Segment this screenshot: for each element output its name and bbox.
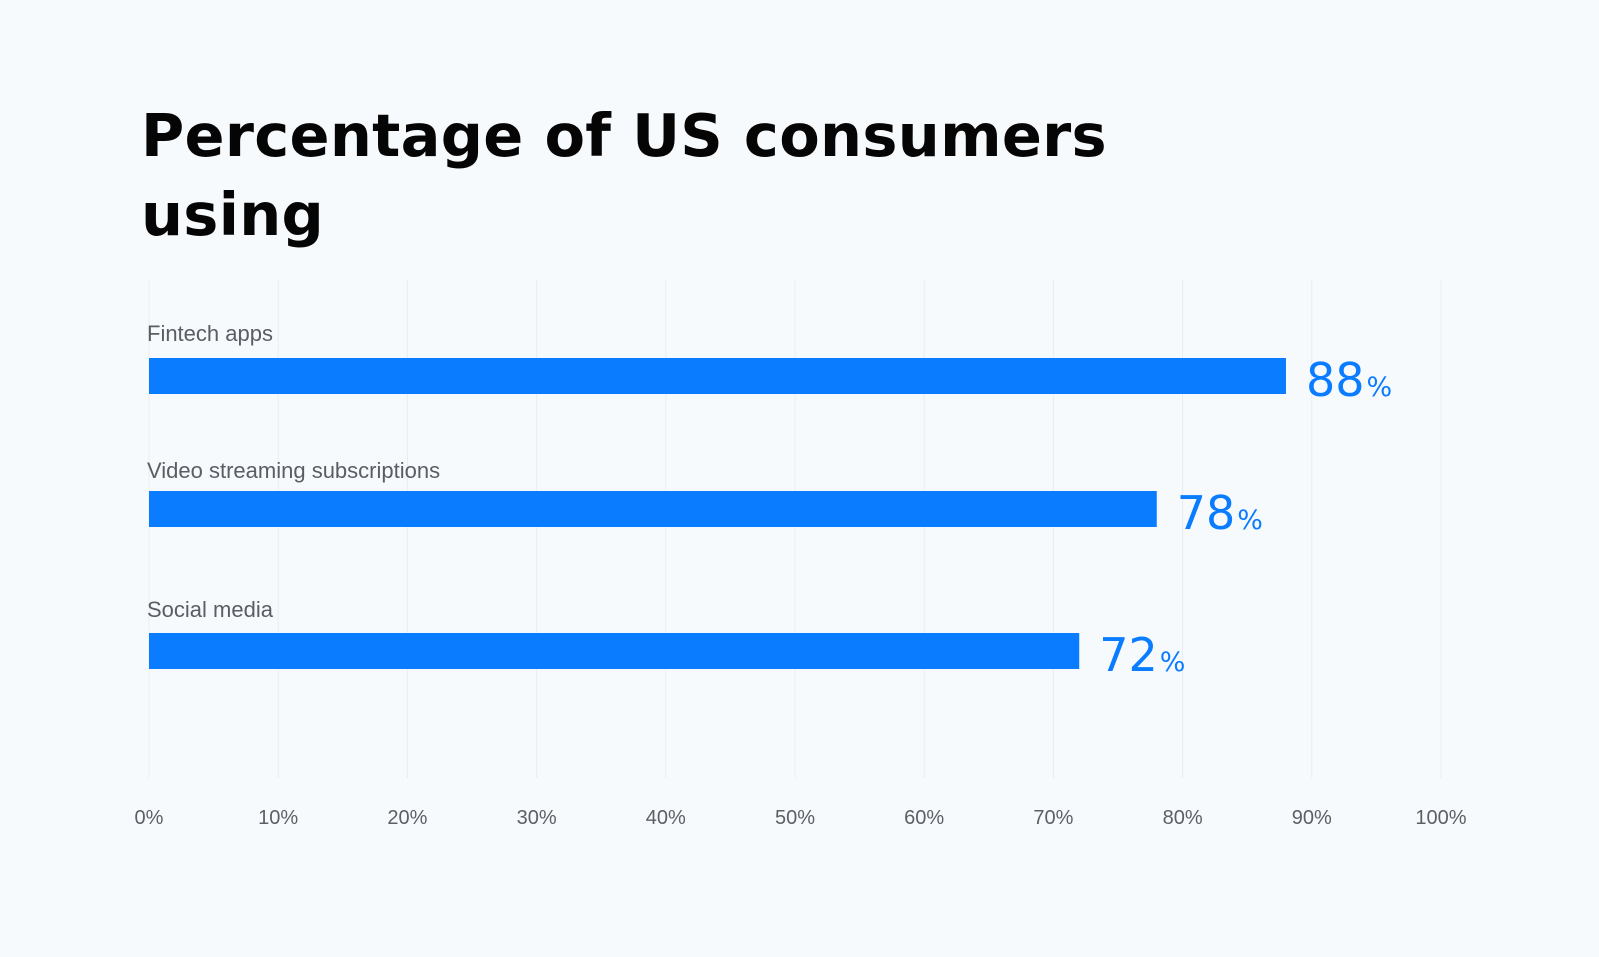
x-tick-label: 20% xyxy=(387,807,427,829)
bar xyxy=(149,491,1157,527)
x-tick-label: 10% xyxy=(258,807,298,829)
category-label: Fintech apps xyxy=(147,321,273,346)
x-tick-label: 50% xyxy=(775,807,815,829)
x-axis-ticks: 0% 10% 20% 30% 40% 50% 60% 70% 80% 90% 100% xyxy=(135,807,1467,829)
data-label: 88% xyxy=(1306,353,1392,407)
category-label: Social media xyxy=(147,597,274,622)
x-tick-label: 90% xyxy=(1292,807,1332,829)
category-label: Video streaming subscriptions xyxy=(147,458,440,483)
x-tick-label: 40% xyxy=(646,807,686,829)
chart-title: Percentage of US consumers using xyxy=(141,101,1107,249)
x-tick-label: 30% xyxy=(517,807,557,829)
x-tick-label: 100% xyxy=(1415,807,1466,829)
data-label: 72% xyxy=(1099,628,1185,682)
bar xyxy=(149,358,1286,394)
x-tick-label: 60% xyxy=(904,807,944,829)
bar xyxy=(149,633,1080,669)
x-tick-label: 80% xyxy=(1163,807,1203,829)
x-tick-label: 70% xyxy=(1033,807,1073,829)
data-label: 78% xyxy=(1177,486,1263,540)
bars: Fintech apps 88% Video streaming subscript… xyxy=(147,321,1392,682)
x-tick-label: 0% xyxy=(135,807,164,829)
